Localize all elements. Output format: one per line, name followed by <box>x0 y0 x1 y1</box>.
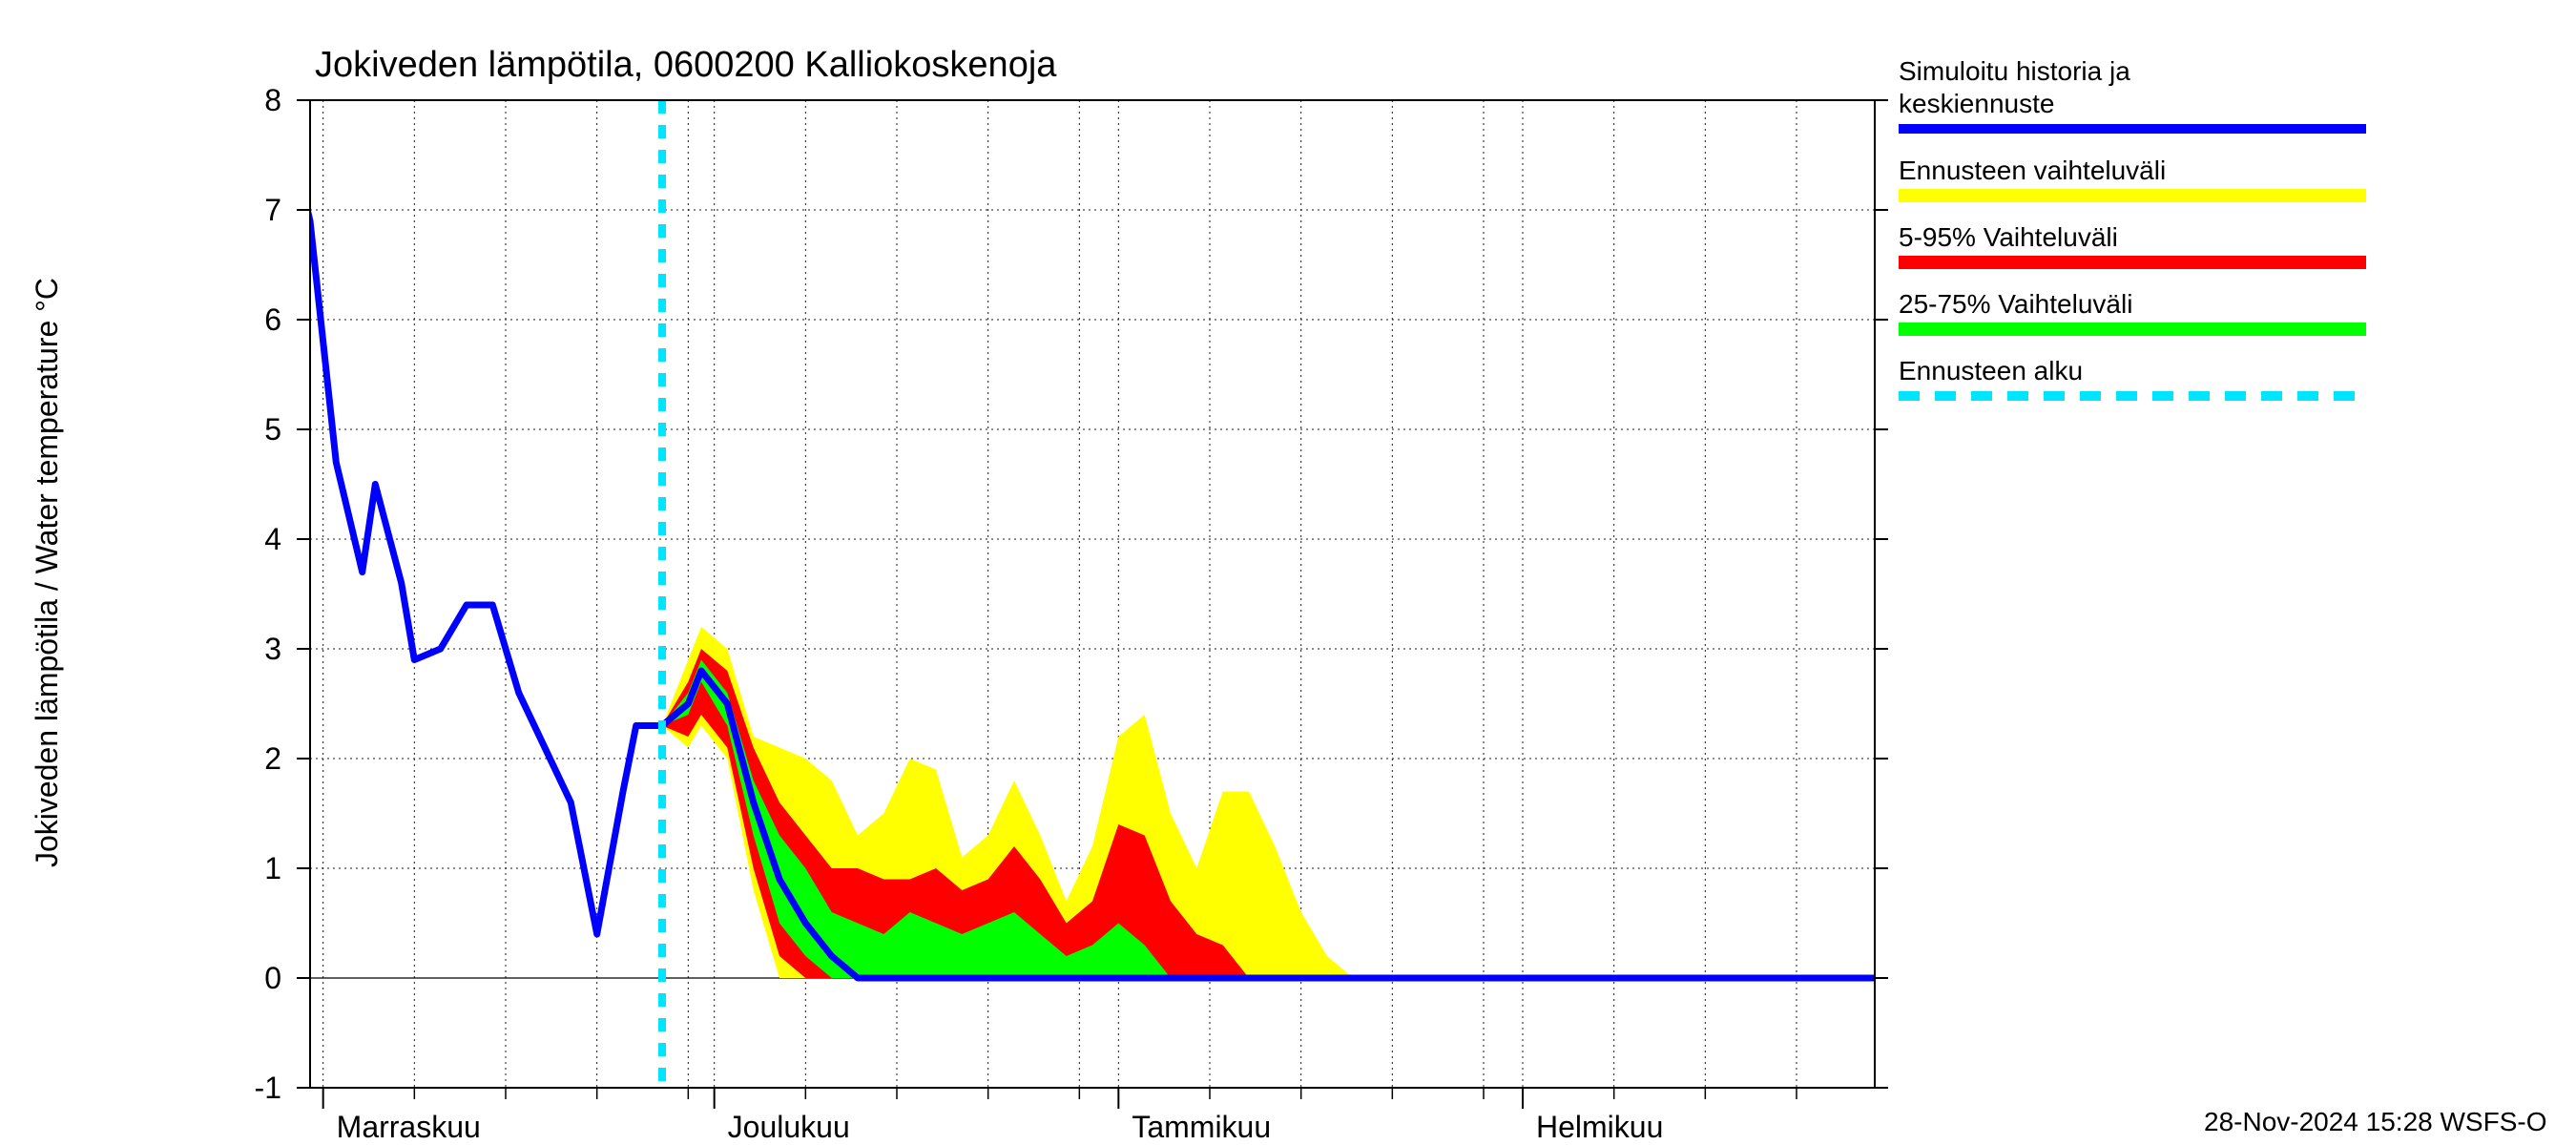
legend-label: Simuloitu historia ja <box>1899 56 2130 86</box>
ytick-label: 7 <box>264 193 281 227</box>
xtick-label-top: Helmikuu <box>1536 1110 1663 1144</box>
ytick-label: 1 <box>264 851 281 885</box>
legend-swatch <box>1899 189 2366 202</box>
ytick-label: 8 <box>264 83 281 117</box>
chart-footer: 28-Nov-2024 15:28 WSFS-O <box>2204 1107 2547 1136</box>
ytick-label: 0 <box>264 961 281 995</box>
xtick-label-top: Marraskuu <box>337 1110 481 1144</box>
xtick-label-top: Joulukuu <box>728 1110 850 1144</box>
ytick-label: 5 <box>264 412 281 447</box>
legend-label: 25-75% Vaihteluväli <box>1899 289 2132 319</box>
legend-label: Ennusteen vaihteluväli <box>1899 156 2166 185</box>
chart-title: Jokiveden lämpötila, 0600200 Kalliokoske… <box>315 45 1057 85</box>
ytick-label: -1 <box>255 1071 281 1105</box>
chart-container: { "title": "Jokiveden lämpötila, 0600200… <box>0 0 2576 1145</box>
ytick-label: 6 <box>264 302 281 337</box>
legend-label: keskiennuste <box>1899 89 2054 118</box>
ytick-label: 2 <box>264 741 281 776</box>
legend-swatch <box>1899 256 2366 269</box>
legend-label: Ennusteen alku <box>1899 356 2083 385</box>
chart-svg: -1012345678Marraskuu2024JoulukuuDecember… <box>0 0 2576 1145</box>
ytick-label: 3 <box>264 632 281 666</box>
ytick-label: 4 <box>264 522 281 556</box>
y-axis-label: Jokiveden lämpötila / Water temperature … <box>30 278 64 867</box>
xtick-label-top: Tammikuu <box>1132 1110 1271 1144</box>
legend-label: 5-95% Vaihteluväli <box>1899 222 2118 252</box>
legend-swatch <box>1899 323 2366 336</box>
